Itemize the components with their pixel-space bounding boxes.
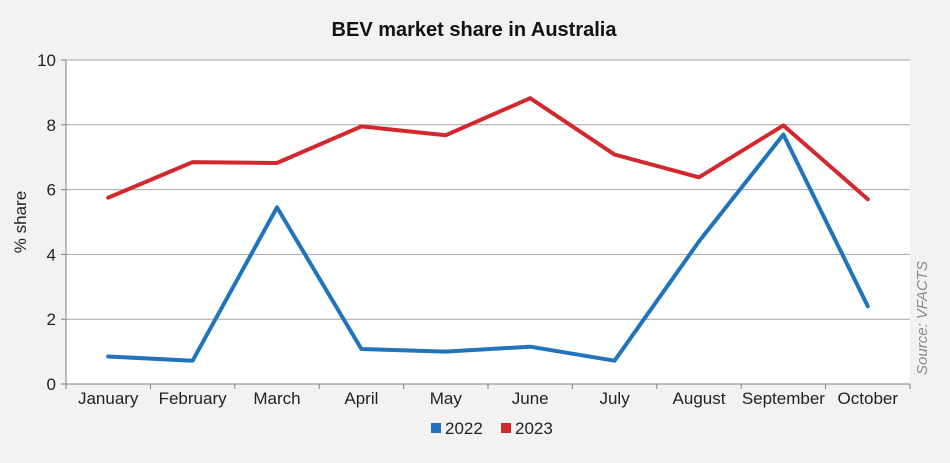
y-tick-label: 8 [47, 116, 56, 135]
legend-label-2022: 2022 [445, 419, 483, 438]
y-tick-label: 10 [37, 51, 56, 70]
legend: 2022 2023 [431, 419, 553, 438]
series-line-2022 [106, 132, 870, 363]
x-axis-ticks: January February March April May June July Augu… [65, 384, 911, 408]
y-tick-label: 4 [47, 245, 56, 264]
x-tick-label: June [512, 389, 549, 408]
y-tick-label: 0 [47, 375, 56, 394]
legend-swatch-2023 [501, 423, 511, 433]
x-tick-label: January [78, 389, 139, 408]
series-line-2023 [106, 96, 870, 202]
legend-swatch-2022 [431, 423, 441, 433]
x-tick-label: March [253, 389, 300, 408]
y-tick-label: 6 [47, 181, 56, 200]
x-tick-label: October [838, 389, 899, 408]
x-tick-label: May [430, 389, 463, 408]
x-tick-label: July [599, 389, 630, 408]
source-note: Source: VFACTS [914, 261, 931, 375]
y-tick-label: 2 [47, 310, 56, 329]
x-tick-label: August [673, 389, 726, 408]
gridlines [66, 59, 910, 320]
y-axis-title: % share [11, 191, 30, 253]
chart-title: BEV market share in Australia [332, 19, 618, 41]
series-lines [106, 96, 870, 363]
plot-area [66, 60, 910, 384]
x-tick-label: February [159, 389, 228, 408]
x-tick-label: April [344, 389, 378, 408]
y-axis-ticks: 0 2 4 6 8 10 [37, 51, 66, 394]
legend-label-2023: 2023 [515, 419, 553, 438]
x-tick-label: September [742, 389, 825, 408]
